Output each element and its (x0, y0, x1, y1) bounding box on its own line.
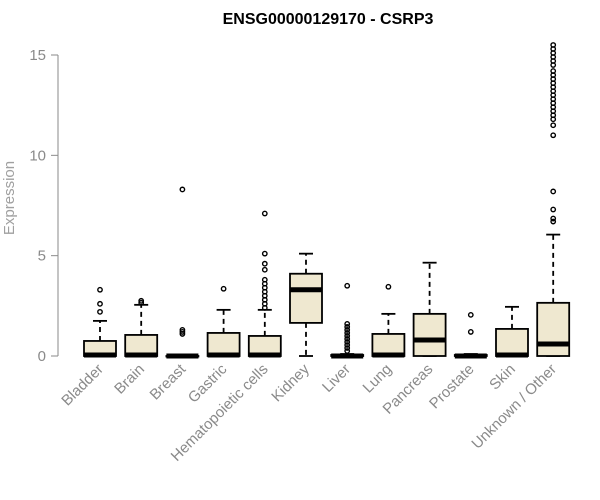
outlier-point (344, 320, 351, 327)
outlier-point (261, 260, 268, 267)
outlier-point (261, 276, 268, 283)
outlier-point (261, 266, 268, 273)
outlier-point (344, 348, 351, 354)
outlier-point (261, 250, 268, 257)
y-axis-label: Expression (1, 161, 18, 235)
chart-title: ENSG00000129170 - CSRP3 (223, 11, 434, 28)
box-6 (330, 282, 365, 359)
box-9 (453, 311, 488, 359)
outlier-point (97, 286, 103, 293)
y-tick-label: 5 (38, 248, 46, 265)
outlier-point (344, 282, 351, 289)
outlier-point (97, 300, 103, 307)
outlier-point (344, 345, 351, 351)
x-tick-label: Breast (147, 360, 190, 403)
iqr-box (536, 301, 571, 357)
outlier-point (261, 210, 268, 217)
x-tick-label: Brain (111, 361, 148, 398)
outlier-point (344, 330, 351, 336)
outlier-point (344, 339, 351, 345)
x-tick-label: Skin (486, 361, 519, 394)
x-tick-label: Lung (360, 361, 396, 397)
outlier-point (138, 297, 145, 304)
box-4 (247, 210, 282, 358)
x-tick-label: Liver (319, 361, 354, 396)
outlier-point (550, 215, 557, 222)
x-tick-label: Kidney (268, 360, 313, 405)
box-7 (371, 283, 406, 358)
outlier-point (550, 68, 557, 74)
x-tick-label: Prostate (426, 361, 478, 413)
outlier-point (220, 285, 227, 292)
box-3 (206, 285, 241, 358)
box-0 (83, 286, 117, 358)
boxes-group (83, 42, 571, 359)
outlier-point (179, 327, 186, 333)
outlier-point (344, 327, 351, 333)
box-8 (412, 261, 447, 357)
outlier-point (344, 342, 351, 348)
outlier-point (467, 311, 474, 318)
outlier-point (550, 42, 557, 48)
outlier-point (344, 324, 351, 330)
box-5 (289, 252, 323, 357)
outlier-point (550, 122, 557, 129)
box-10 (495, 305, 529, 358)
box-2 (165, 186, 200, 359)
iqr-box (412, 312, 447, 357)
outlier-point (138, 299, 145, 306)
iqr-box (495, 328, 529, 357)
outlier-point (179, 186, 186, 193)
outlier-point (97, 308, 103, 315)
outlier-point (385, 283, 392, 290)
box-1 (124, 297, 159, 358)
outlier-point (550, 188, 557, 195)
y-tick-label: 15 (29, 47, 46, 64)
y-tick-label: 0 (38, 348, 46, 365)
outlier-point (179, 329, 186, 335)
outlier-point (344, 333, 351, 339)
outlier-point (467, 329, 474, 335)
y-tick-label: 10 (29, 147, 46, 164)
outlier-point (550, 206, 557, 213)
outlier-point (344, 336, 351, 342)
y-axis: 0 5 10 15 (29, 47, 59, 365)
outlier-point (550, 132, 557, 139)
outlier-point (550, 218, 557, 225)
x-tick-label: Bladder (58, 361, 107, 410)
box-11 (536, 42, 571, 357)
iqr-box (289, 272, 323, 324)
